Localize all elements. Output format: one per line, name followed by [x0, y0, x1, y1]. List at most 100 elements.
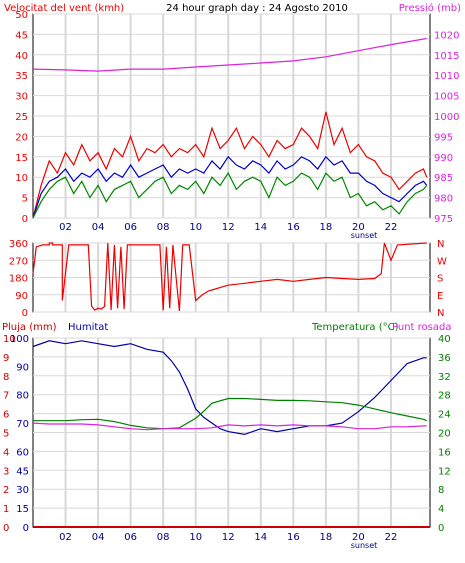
series-wind-direction — [32, 242, 427, 312]
series-wind-low — [32, 171, 428, 219]
temperature-y-tick-label: 0 — [438, 523, 444, 534]
climate-x-tick-label: 12 — [222, 532, 235, 543]
series-humitat — [32, 340, 427, 436]
wind-x-tick-label: 06 — [124, 222, 137, 233]
direction-y-tick-label: 90 — [15, 291, 28, 302]
humidity-y-tick-label: 15 — [16, 504, 29, 515]
pressure-y-tick-label: 1015 — [434, 51, 459, 62]
humidity-y-tick-label: 70 — [16, 419, 29, 430]
pressure-y-tick-label: 990 — [434, 153, 453, 164]
direction-y-tick-label: 270 — [9, 256, 28, 267]
temperature-y-tick-label: 28 — [438, 391, 451, 402]
climate-x-tick-label: 16 — [287, 532, 300, 543]
rain-y-tick-label: 5 — [3, 429, 9, 440]
humidity-y-tick-label: 100 — [10, 334, 29, 345]
pressure-y-tick-label: 1020 — [434, 30, 459, 41]
compass-label: E — [437, 291, 443, 302]
humidity-y-tick-label: 45 — [16, 466, 29, 477]
rain-y-tick-label: 1 — [3, 504, 9, 515]
wind-x-tick-label: 18 — [320, 222, 333, 233]
wind-x-tick-label: 02 — [59, 222, 72, 233]
wind-y-tick-label: 30 — [15, 92, 28, 103]
rain-axis-title: Pluja (mm) — [2, 322, 57, 333]
temperature-y-tick-label: 40 — [438, 334, 451, 345]
temperature-y-tick-label: 20 — [438, 429, 451, 440]
climate-x-tick-label: 20 — [352, 532, 365, 543]
wind-x-tick-label: 20 — [352, 222, 365, 233]
pressure-y-tick-label: 1010 — [434, 71, 459, 82]
wind-x-tick-label: 14 — [254, 222, 267, 233]
dew-point-axis-title: Punt rosada — [392, 322, 451, 333]
compass-label: N — [437, 308, 444, 319]
wind-x-tick-label: 10 — [189, 222, 202, 233]
direction-y-tick-label: 180 — [9, 274, 28, 285]
wind-y-tick-label: 10 — [15, 173, 28, 184]
wind-y-tick-label: 15 — [15, 153, 28, 164]
series-temperatura-c- — [33, 397, 427, 430]
rain-y-tick-label: 4 — [3, 447, 9, 458]
wind-y-tick-label: 50 — [15, 10, 28, 21]
temperature-y-tick-label: 32 — [438, 372, 451, 383]
climate-x-tick-label: 18 — [320, 532, 333, 543]
climate-x-tick-label: 02 — [59, 532, 72, 543]
wind-x-tick-label: 04 — [92, 222, 105, 233]
rain-y-tick-label: 2 — [3, 485, 9, 496]
wind-y-tick-label: 25 — [15, 112, 28, 123]
wind-y-tick-label: 5 — [22, 194, 28, 205]
wind-x-tick-label: 22 — [385, 222, 398, 233]
series-punt-rosada — [32, 422, 427, 431]
climate-x-tick-label: 08 — [157, 532, 170, 543]
pressure-axis-title: Pressió (mb) — [399, 2, 461, 14]
pressure-y-tick-label: 995 — [434, 132, 453, 143]
wind-x-tick-label: 12 — [222, 222, 235, 233]
compass-label: N — [437, 239, 444, 250]
sunset-label-bottom: sunset — [351, 541, 378, 550]
pressure-y-tick-label: 1000 — [434, 112, 459, 123]
wind-y-tick-label: 35 — [15, 71, 28, 82]
chart-title: 24 hour graph day : 24 Agosto 2010 — [166, 3, 348, 14]
climate-x-tick-label: 04 — [92, 532, 105, 543]
humidity-y-tick-label: 30 — [16, 485, 29, 496]
humidity-y-tick-label: 90 — [16, 362, 29, 373]
climate-x-tick-label: 22 — [385, 532, 398, 543]
pressure-y-tick-label: 1005 — [434, 92, 459, 103]
rain-y-tick-label: 8 — [3, 372, 9, 383]
wind-x-tick-label: 16 — [287, 222, 300, 233]
pressure-y-tick-label: 980 — [434, 194, 453, 205]
climate-x-tick-label: 10 — [189, 532, 202, 543]
temperature-y-tick-label: 16 — [438, 447, 451, 458]
rain-y-tick-label: 0 — [3, 523, 9, 534]
sunset-label: sunset — [351, 231, 378, 240]
rain-y-tick-label: 10 — [3, 334, 16, 345]
humidity-axis-title: Humitat — [68, 322, 108, 333]
climate-x-tick-label: 06 — [124, 532, 137, 543]
wind-y-tick-label: 40 — [15, 51, 28, 62]
direction-y-tick-label: 360 — [9, 239, 28, 250]
humidity-y-tick-label: 0 — [23, 523, 29, 534]
compass-label: S — [437, 274, 443, 285]
temperature-y-tick-label: 4 — [438, 504, 444, 515]
temperature-axis-title: Temperatura (°C) — [311, 322, 399, 333]
series-pressi-mb- — [32, 37, 427, 72]
wind-y-tick-label: 20 — [15, 132, 28, 143]
rain-y-tick-label: 7 — [3, 391, 9, 402]
humidity-y-tick-label: 80 — [16, 391, 29, 402]
rain-y-tick-label: 3 — [3, 466, 9, 477]
pressure-y-tick-label: 985 — [434, 173, 453, 184]
wind-speed-axis-title: Velocitat del vent (kmh) — [4, 3, 124, 14]
climate-x-tick-label: 14 — [254, 532, 267, 543]
wind-y-tick-label: 45 — [15, 30, 28, 41]
temperature-y-tick-label: 24 — [438, 410, 451, 421]
wind-y-tick-label: 0 — [22, 214, 28, 225]
temperature-y-tick-label: 8 — [438, 485, 444, 496]
temperature-y-tick-label: 12 — [438, 466, 451, 477]
rain-y-tick-label: 6 — [3, 410, 9, 421]
rain-y-tick-label: 9 — [3, 353, 9, 364]
series-wind-avg — [32, 155, 428, 219]
temperature-y-tick-label: 36 — [438, 353, 451, 364]
compass-label: W — [437, 256, 447, 267]
direction-y-tick-label: 0 — [22, 308, 28, 319]
wind-x-tick-label: 08 — [157, 222, 170, 233]
